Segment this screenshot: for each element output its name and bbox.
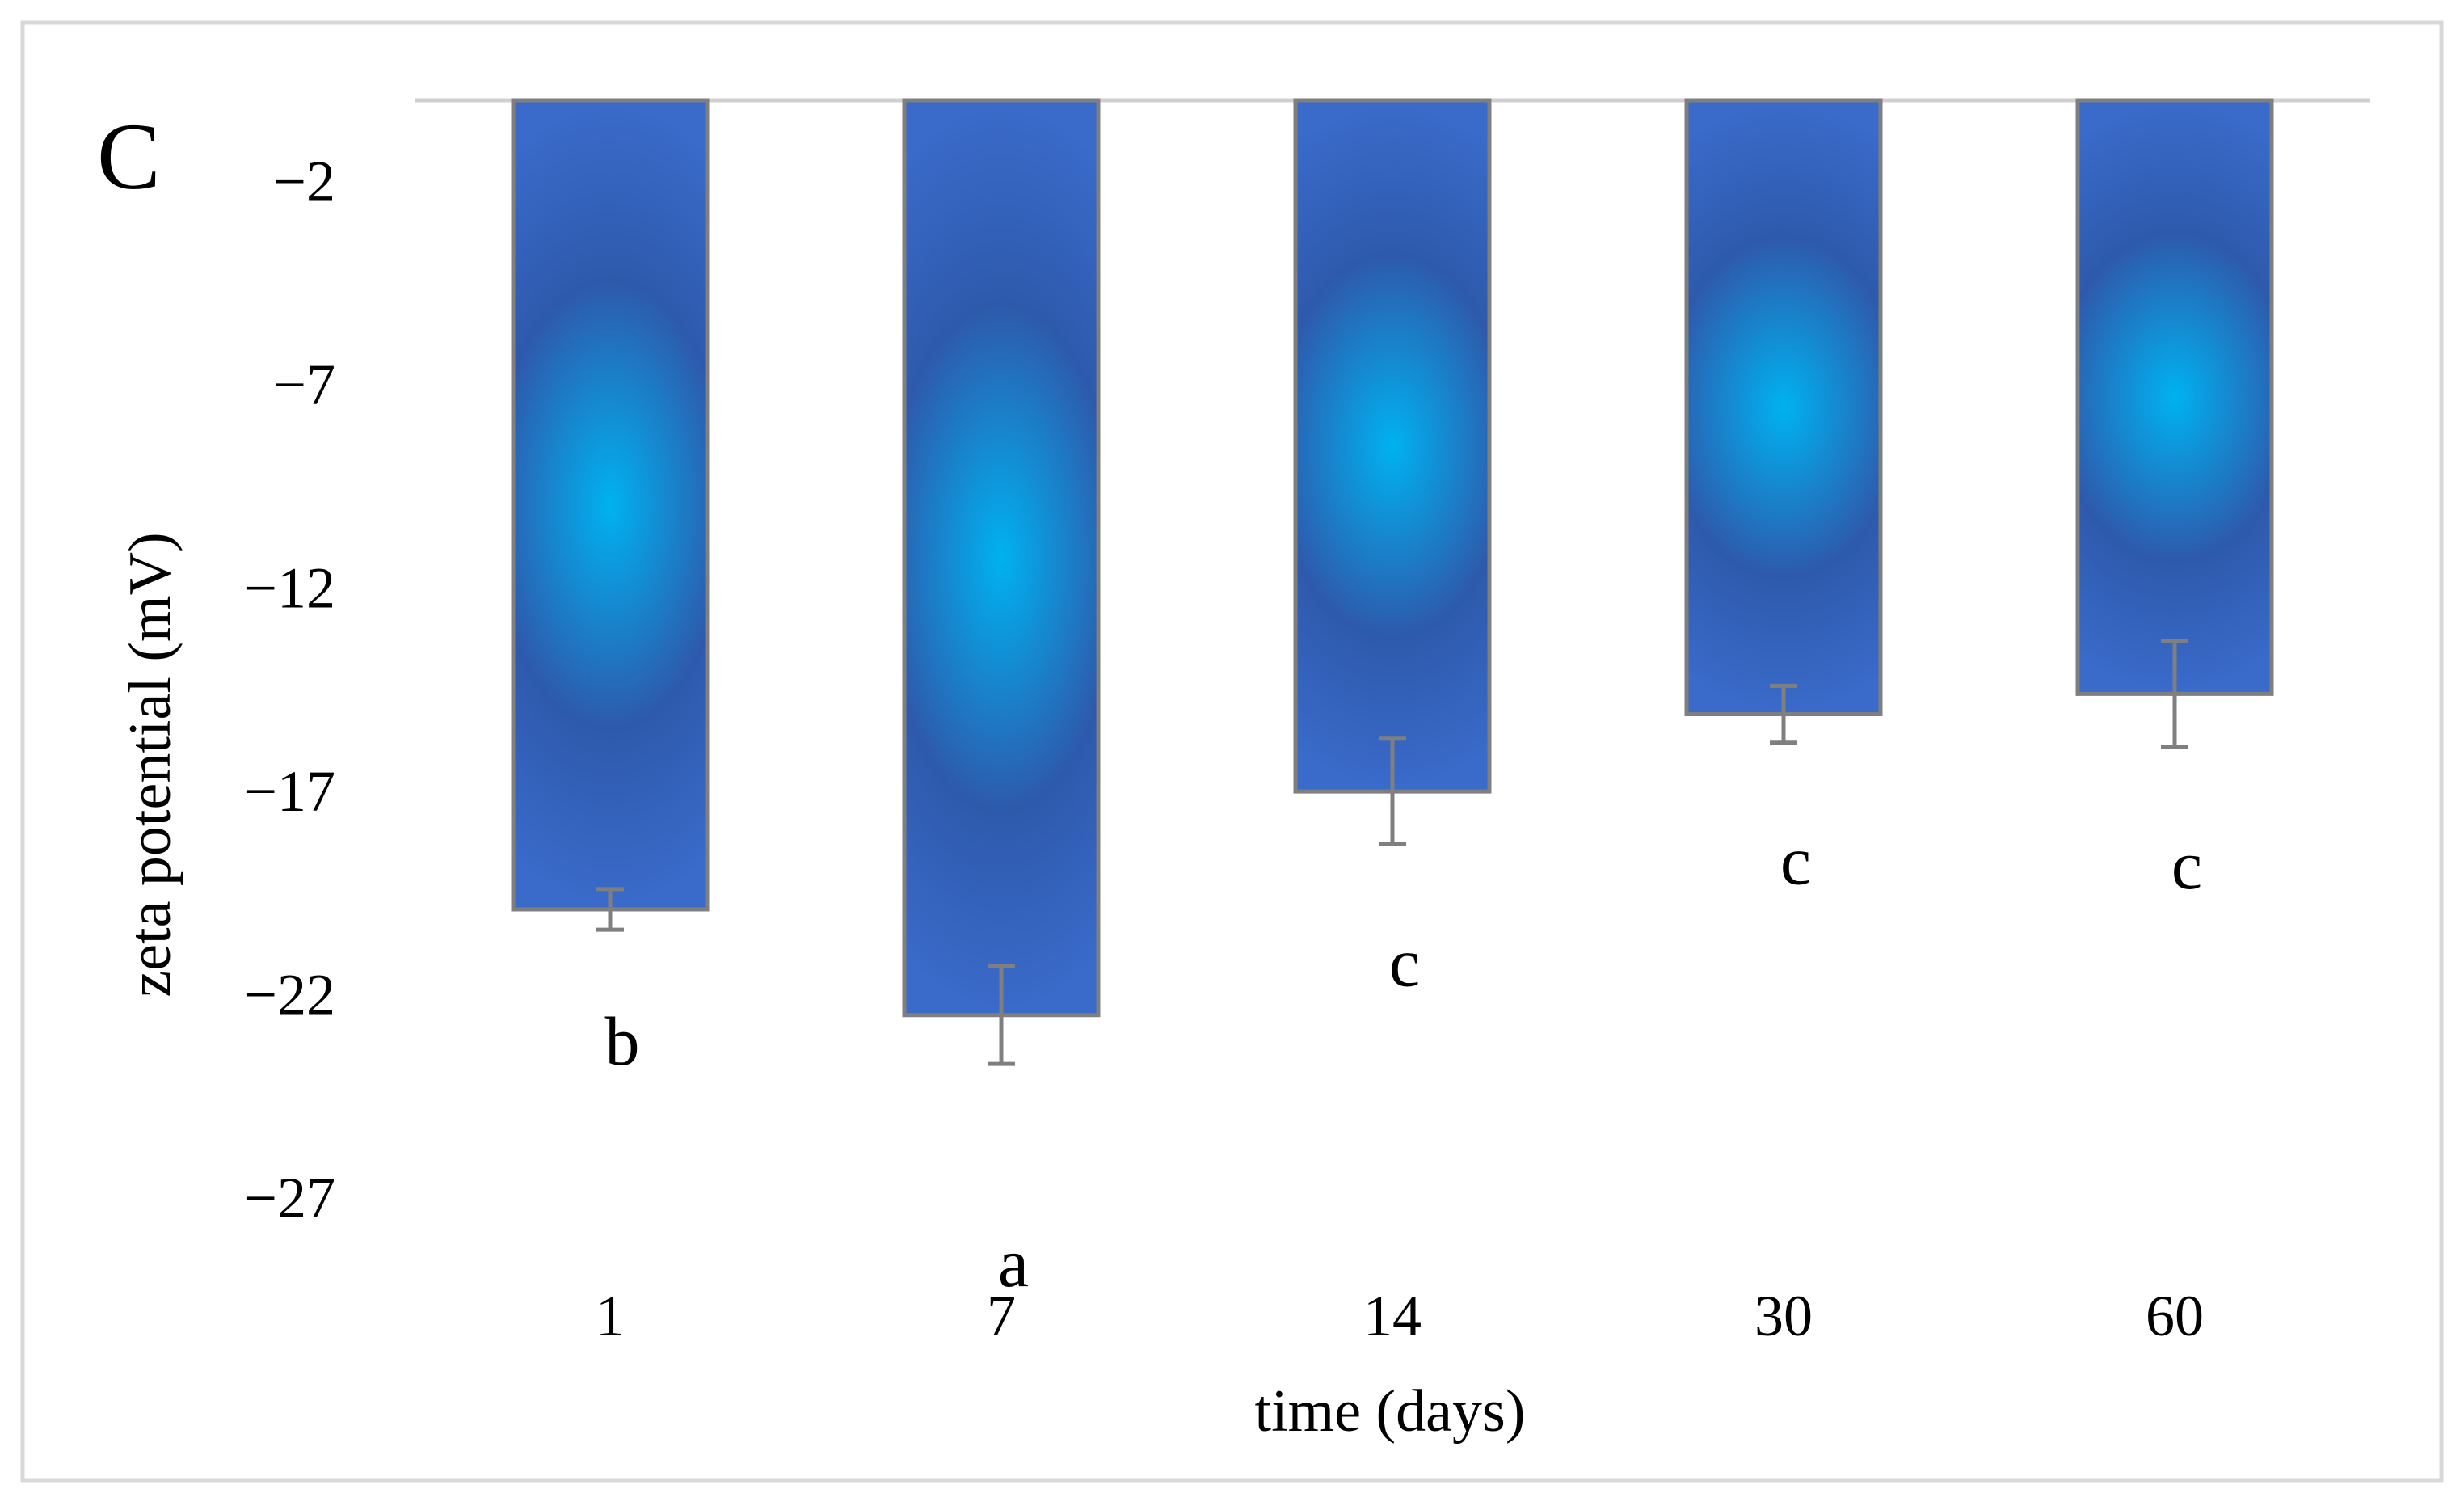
error-bar-1 [596, 887, 624, 932]
x-tick-label: 60 [2146, 1284, 2204, 1348]
x-tick-label: 14 [1363, 1284, 1422, 1348]
error-bar-30 [1770, 683, 1797, 745]
bar-7 [902, 98, 1101, 1018]
bar-30 [1684, 98, 1883, 717]
y-tick-label: −7 [273, 352, 335, 417]
x-axis-tick-labels: 1 7 14 30 60 [596, 1284, 2204, 1348]
error-bars-group [596, 639, 2188, 1066]
y-tick-label: −2 [273, 150, 335, 214]
significance-label: c [1780, 822, 1811, 900]
error-bar-60 [2161, 639, 2188, 749]
error-bar-7 [988, 964, 1015, 1066]
x-tick-label: 30 [1754, 1284, 1813, 1348]
x-tick-label: 1 [596, 1284, 625, 1348]
bar-60 [2075, 98, 2274, 696]
y-axis-tick-labels: −2 −7 −12 −17 −22 −27 [244, 150, 335, 1230]
bar-14 [1293, 98, 1492, 794]
significance-label: c [1389, 923, 1420, 1001]
significance-label: a [998, 1224, 1029, 1301]
error-bar-14 [1379, 736, 1406, 846]
bar-1 [511, 98, 710, 912]
y-axis-title: zeta potential (mV) [117, 532, 183, 997]
significance-labels-group: b a c c c [605, 822, 2203, 1301]
y-tick-label: −27 [244, 1166, 335, 1230]
x-tick-label: 7 [987, 1284, 1016, 1348]
y-tick-label: −17 [244, 759, 335, 824]
chart-border [20, 20, 2444, 1483]
bars-group [511, 98, 2274, 1018]
x-axis-title: time (days) [1255, 1378, 1526, 1445]
significance-label: b [605, 1002, 640, 1080]
y-tick-label: −12 [244, 556, 335, 621]
panel-label: C [97, 103, 161, 209]
significance-label: c [2171, 826, 2202, 904]
y-tick-label: −22 [244, 963, 335, 1027]
